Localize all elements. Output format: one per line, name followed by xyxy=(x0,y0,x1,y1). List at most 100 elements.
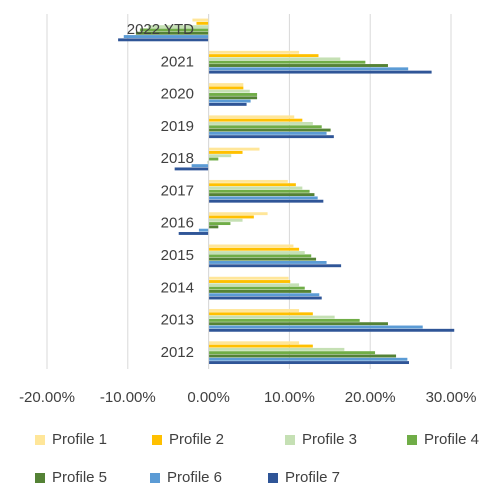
bar xyxy=(208,318,360,322)
bar xyxy=(208,328,455,332)
bar xyxy=(178,232,209,235)
y-tick-label: 2017 xyxy=(161,182,194,199)
bar xyxy=(208,289,312,293)
bar xyxy=(208,244,294,248)
bar xyxy=(208,147,260,151)
y-tick-label: 2018 xyxy=(161,150,194,167)
bar xyxy=(208,247,300,251)
bar xyxy=(208,186,303,190)
bar xyxy=(208,199,324,203)
bar xyxy=(208,344,313,348)
legend-label: Profile 6 xyxy=(167,469,222,486)
bar xyxy=(208,264,342,268)
y-tick-label: 2021 xyxy=(161,53,194,70)
bar xyxy=(196,21,209,25)
bar xyxy=(208,218,243,222)
bar xyxy=(208,193,315,197)
bar xyxy=(208,357,408,361)
x-tick-label: 10.00% xyxy=(264,389,315,406)
x-tick-label: -10.00% xyxy=(100,389,156,406)
legend-label: Profile 5 xyxy=(52,469,107,486)
bar xyxy=(208,128,331,132)
bar xyxy=(208,312,313,316)
bar xyxy=(208,102,247,106)
bar xyxy=(208,83,244,87)
legend-swatch xyxy=(285,435,295,445)
bar xyxy=(208,347,345,351)
bar xyxy=(139,28,209,32)
bar xyxy=(208,260,327,264)
x-tick-label: -20.00% xyxy=(19,389,75,406)
bar xyxy=(208,57,341,61)
bar xyxy=(208,293,320,297)
bar xyxy=(208,361,409,365)
bar xyxy=(174,167,209,171)
bar xyxy=(208,50,300,54)
bar xyxy=(208,225,219,229)
x-tick-label: 20.00% xyxy=(345,389,396,406)
x-tick-label: 0.00% xyxy=(187,389,230,406)
bar xyxy=(208,351,376,355)
bar xyxy=(191,164,209,168)
legend-swatch xyxy=(152,435,162,445)
legend-swatch xyxy=(35,435,45,445)
bar xyxy=(208,283,300,287)
y-tick-label: 2022 YTD xyxy=(127,21,194,38)
bar xyxy=(208,125,322,129)
bar xyxy=(208,354,397,358)
y-tick-label: 2016 xyxy=(161,215,194,232)
bar xyxy=(208,93,258,96)
bar xyxy=(208,67,409,71)
bar xyxy=(208,54,319,58)
bar xyxy=(208,157,219,161)
x-tick-label: 30.00% xyxy=(426,389,477,406)
bar xyxy=(208,60,366,64)
bar xyxy=(208,276,289,280)
y-tick-label: 2020 xyxy=(161,86,194,103)
y-tick-label: 2014 xyxy=(161,279,194,296)
bar xyxy=(198,228,209,232)
bar xyxy=(208,215,254,219)
bar xyxy=(208,115,295,119)
bar xyxy=(192,18,209,22)
bar xyxy=(208,189,310,193)
bar xyxy=(208,118,303,122)
bar xyxy=(208,196,318,200)
bar xyxy=(208,154,232,158)
legend-label: Profile 2 xyxy=(169,431,224,448)
y-tick-label: 2019 xyxy=(161,118,194,135)
legend-swatch xyxy=(268,473,278,483)
y-tick-label: 2013 xyxy=(161,312,194,329)
bar xyxy=(208,131,327,135)
bar xyxy=(208,254,312,258)
bar xyxy=(208,135,334,139)
bar xyxy=(208,183,296,187)
bar xyxy=(208,70,432,74)
legend-label: Profile 4 xyxy=(424,431,479,448)
bar xyxy=(208,86,244,90)
legend-swatch xyxy=(150,473,160,483)
bar xyxy=(208,322,388,326)
bar xyxy=(208,222,231,226)
bar xyxy=(208,89,250,93)
bar xyxy=(208,150,243,154)
bar xyxy=(118,38,209,42)
legend-label: Profile 7 xyxy=(285,469,340,486)
bar xyxy=(208,96,258,100)
legend-label: Profile 1 xyxy=(52,431,107,448)
y-tick-label: 2015 xyxy=(161,247,194,264)
bar xyxy=(208,99,251,103)
bar xyxy=(208,286,305,290)
bar xyxy=(123,35,209,38)
bar xyxy=(208,341,300,345)
legend-swatch xyxy=(407,435,417,445)
bar xyxy=(208,280,291,283)
bar xyxy=(208,257,317,261)
bar xyxy=(208,179,288,183)
bar xyxy=(208,296,322,300)
bar xyxy=(208,309,300,312)
legend-label: Profile 3 xyxy=(302,431,357,448)
legend-swatch xyxy=(35,473,45,483)
y-tick-label: 2012 xyxy=(161,344,194,361)
bar xyxy=(208,122,313,125)
